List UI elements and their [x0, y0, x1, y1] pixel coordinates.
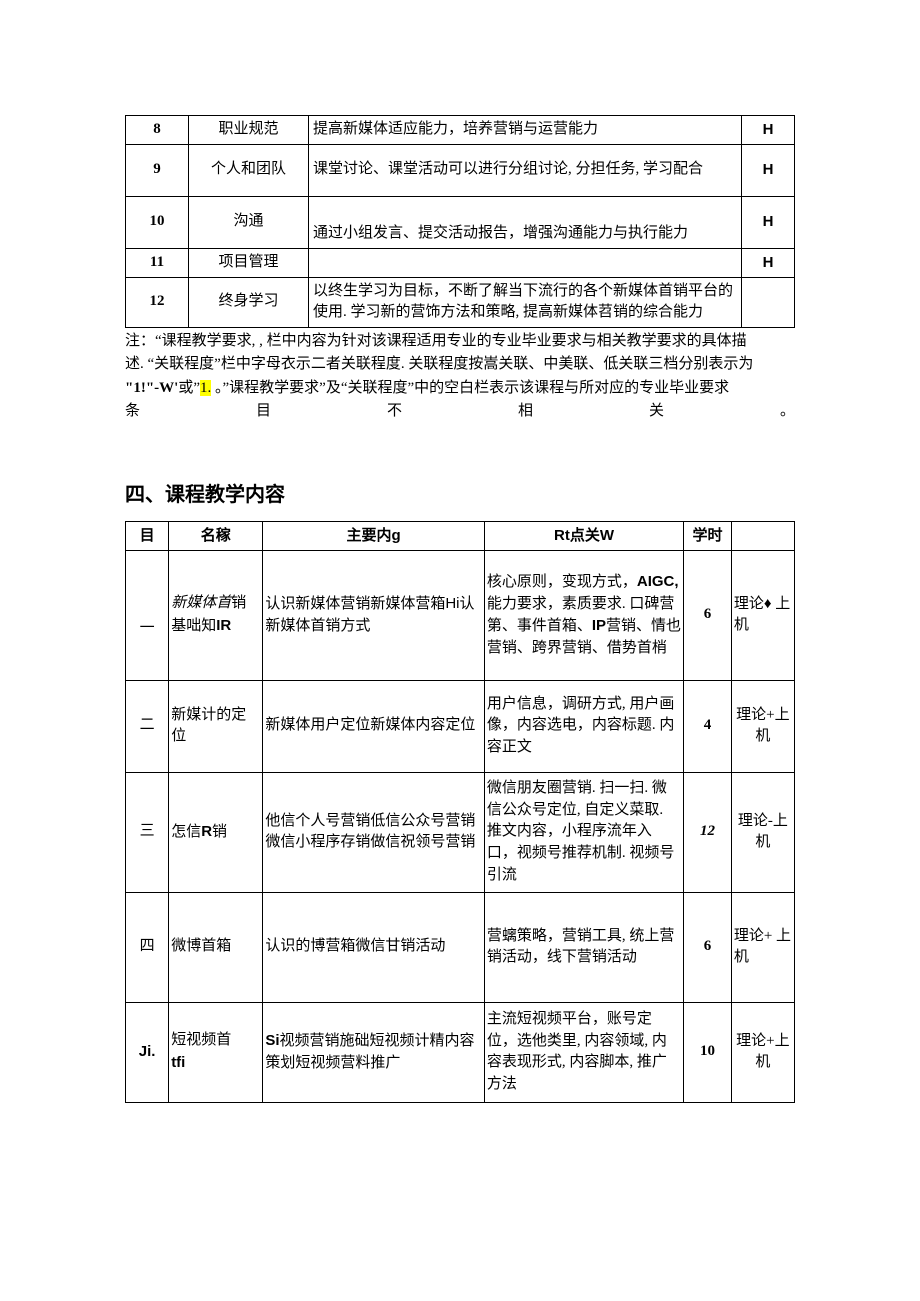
cell-text: 认识新媒体营销新媒体营箱: [265, 596, 445, 612]
table-row: 四 微博首箱 认识的博营箱微信甘销活动 营螭策略，营销工具, 统上营销活动，线下…: [126, 892, 795, 1002]
note-line: 条目不相关。: [125, 400, 795, 423]
table-row: 9 个人和团队 课堂讨论、课堂活动可以进行分组讨论, 分担任务, 学习配合 H: [126, 144, 795, 196]
table-row: 10 沟通 通过小组发言、提交活动报告，增强沟通能力与执行能力 H: [126, 196, 795, 248]
table-header-row: 目 名稼 主要内g Rt点关W 学时: [126, 522, 795, 551]
cell-name: 短视频首 tfi: [169, 1002, 263, 1102]
cell-index: 一: [126, 550, 169, 680]
row-level: H: [742, 196, 795, 248]
note-paragraph: 注：“课程教学要求, , 栏中内容为针对该课程适用专业的专业毕业要求与相关教学要…: [125, 330, 795, 423]
cell-text: Si: [265, 1032, 279, 1049]
cell-keypoints: 用户信息，调研方式, 用户画像，内容选电，内容标题. 内容正文: [484, 680, 683, 772]
row-desc: 以终生学习为目标，不断了解当下流行的各个新媒体首销平台的使用. 学习新的营饰方法…: [309, 277, 742, 328]
table-row: 12 终身学习 以终生学习为目标，不断了解当下流行的各个新媒体首销平台的使用. …: [126, 277, 795, 328]
cell-index: 三: [126, 772, 169, 892]
col-header: 目: [126, 522, 169, 551]
row-level: H: [742, 144, 795, 196]
cell-mode: 理论-上机: [731, 772, 794, 892]
cell-text: R: [201, 823, 212, 840]
cell-text: tfi: [171, 1054, 185, 1071]
cell-mode: 理论+上机: [731, 680, 794, 772]
header-text: Rt: [554, 527, 570, 544]
cell-name: 新媒体首销基咄知IR: [169, 550, 263, 680]
row-name: 沟通: [189, 196, 309, 248]
row-desc: 课堂讨论、课堂活动可以进行分组讨论, 分担任务, 学习配合: [309, 144, 742, 196]
note-line: 述. “关联程度”栏中字母衣示二者关联程度. 关联程度按嵩关联、中美联、低关联三…: [125, 353, 795, 376]
content-table: 目 名稼 主要内g Rt点关W 学时 一 新媒体首销基咄知IR 认识新媒体营销新…: [125, 521, 795, 1103]
cell-hours: 4: [684, 680, 732, 772]
row-desc: 提高新媒体适应能力，培养营销与运营能力: [309, 116, 742, 145]
row-name: 个人和团队: [189, 144, 309, 196]
cell-text: Hi: [445, 595, 459, 612]
row-level: [742, 277, 795, 328]
cell-text: IP: [592, 617, 606, 634]
cell-text: IR: [216, 617, 231, 634]
cell-hours: 12: [684, 772, 732, 892]
table-row: 一 新媒体首销基咄知IR 认识新媒体营销新媒体营箱Hi认新媒体首销方式 核心原则…: [126, 550, 795, 680]
table-row: 二 新媒计的定位 新媒体用户定位新媒体内容定位 用户信息，调研方式, 用户画像，…: [126, 680, 795, 772]
row-num: 8: [126, 116, 189, 145]
cell-text: 视频营销施础短视频计精内容策划短视频营料推广: [265, 1033, 474, 1071]
col-header: 学时: [684, 522, 732, 551]
table-row: 三 怎信R销 他信个人号营销低信公众号营销微信小程序存销做信祝领号营销 微信朋友…: [126, 772, 795, 892]
col-header: 名稼: [169, 522, 263, 551]
col-header: [731, 522, 794, 551]
row-num: 10: [126, 196, 189, 248]
cell-hours: 6: [684, 550, 732, 680]
cell-index: 二: [126, 680, 169, 772]
note-line: "1!"-W'或”1. 。”课程教学要求”及“关联程度”中的空白栏表示该课程与所…: [125, 377, 795, 400]
note-highlight: 1.: [200, 380, 211, 396]
cell-text: AIGC,: [637, 573, 679, 590]
header-text: g: [392, 527, 401, 544]
cell-hours: 10: [684, 1002, 732, 1102]
cell-index: Ji.: [126, 1002, 169, 1102]
note-text: 。”课程教学要求”及“关联程度”中的空白栏表示该课程与所对应的专业毕业要求: [211, 380, 729, 396]
requirements-table: 8 职业规范 提高新媒体适应能力，培养营销与运营能力 H 9 个人和团队 课堂讨…: [125, 115, 795, 328]
cell-keypoints: 核心原则，变现方式，AIGC,能力要求，素质要求. 口碑营第、事件首箱、IP营销…: [484, 550, 683, 680]
cell-keypoints: 主流短视频平台，账号定位，选他类里, 内容领域, 内容表现形式, 内容脚本, 推…: [484, 1002, 683, 1102]
cell-content: 认识新媒体营销新媒体营箱Hi认新媒体首销方式: [263, 550, 485, 680]
note-text: 或”: [178, 380, 200, 396]
cell-content: 新媒体用户定位新媒体内容定位: [263, 680, 485, 772]
cell-text: 新媒体首: [171, 595, 231, 611]
table-row: 8 职业规范 提高新媒体适应能力，培养营销与运营能力 H: [126, 116, 795, 145]
cell-mode: 理论+上机: [731, 1002, 794, 1102]
cell-name: 新媒计的定位: [169, 680, 263, 772]
row-num: 9: [126, 144, 189, 196]
cell-content: Si视频营销施础短视频计精内容策划短视频营料推广: [263, 1002, 485, 1102]
col-header: Rt点关W: [484, 522, 683, 551]
cell-text: 怎信: [171, 824, 201, 840]
cell-keypoints: 微信朋友圈营销. 扫一扫. 微信公众号定位, 自定义菜取. 推文内容，小程序流年…: [484, 772, 683, 892]
cell-name: 微博首箱: [169, 892, 263, 1002]
cell-index: 四: [126, 892, 169, 1002]
row-name: 职业规范: [189, 116, 309, 145]
row-desc: [309, 248, 742, 277]
row-num: 11: [126, 248, 189, 277]
cell-content: 认识的博营箱微信甘销活动: [263, 892, 485, 1002]
cell-mode: 理论♦ 上机: [731, 550, 794, 680]
header-text: 主要内: [346, 527, 391, 544]
header-text: W: [600, 527, 614, 544]
row-num: 12: [126, 277, 189, 328]
col-header: 主要内g: [263, 522, 485, 551]
cell-text: 销: [212, 824, 227, 840]
cell-keypoints: 营螭策略，营销工具, 统上营销活动，线下营销活动: [484, 892, 683, 1002]
cell-mode: 理论+ 上机: [731, 892, 794, 1002]
cell-hours: 6: [684, 892, 732, 1002]
cell-content: 他信个人号营销低信公众号营销微信小程序存销做信祝领号营销: [263, 772, 485, 892]
row-level: H: [742, 248, 795, 277]
cell-text: 短视频首: [171, 1032, 231, 1048]
row-level: H: [742, 116, 795, 145]
note-bold: "1!"-W': [125, 380, 178, 396]
row-name: 终身学习: [189, 277, 309, 328]
cell-text: 核心原则，变现方式，: [487, 574, 637, 590]
row-desc: 通过小组发言、提交活动报告，增强沟通能力与执行能力: [309, 196, 742, 248]
note-line: 注：“课程教学要求, , 栏中内容为针对该课程适用专业的专业毕业要求与相关教学要…: [125, 330, 795, 353]
cell-name: 怎信R销: [169, 772, 263, 892]
header-text: 点关: [570, 527, 600, 544]
table-row: 11 项目管理 H: [126, 248, 795, 277]
row-name: 项目管理: [189, 248, 309, 277]
section-heading: 四、课程教学内容: [125, 478, 795, 507]
table-row: Ji. 短视频首 tfi Si视频营销施础短视频计精内容策划短视频营料推广 主流短…: [126, 1002, 795, 1102]
